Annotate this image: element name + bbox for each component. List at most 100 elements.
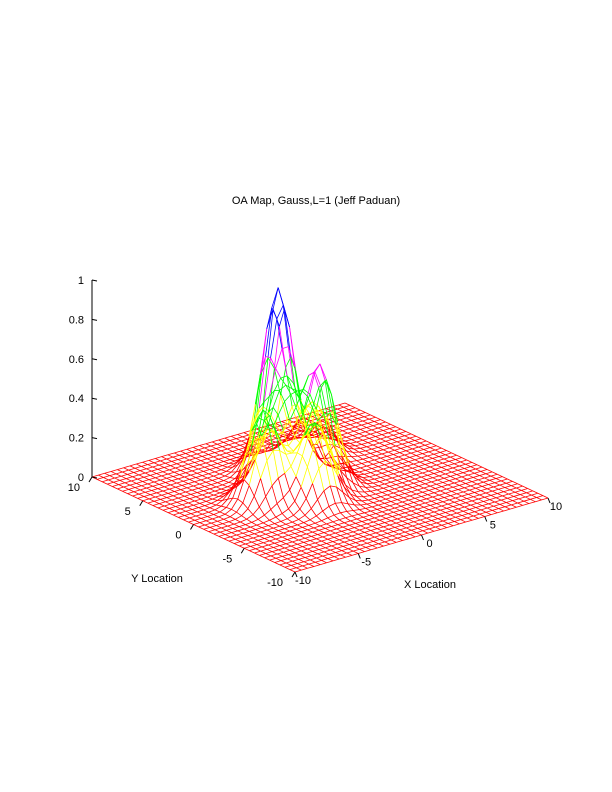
mesh-segment: [488, 482, 495, 485]
mesh-segment: [198, 524, 206, 528]
mesh-segment: [203, 509, 209, 513]
mesh-segment: [379, 462, 385, 466]
mesh-segment: [408, 441, 414, 446]
mesh-segment: [265, 533, 271, 537]
mesh-segment: [355, 424, 362, 428]
mesh-segment: [272, 450, 279, 479]
mesh-segment: [254, 550, 261, 554]
mesh-segment: [273, 527, 279, 531]
mesh-segment: [321, 538, 328, 542]
mesh-segment: [198, 505, 205, 508]
mesh-segment: [339, 470, 347, 478]
mesh-segment: [418, 464, 426, 467]
mesh-segment: [414, 515, 422, 518]
mesh-segment: [341, 548, 349, 551]
mesh-segment: [190, 455, 196, 459]
mesh-segment: [384, 445, 390, 449]
mesh-segment: [379, 519, 385, 523]
mesh-segment: [357, 435, 365, 439]
mesh-segment: [446, 506, 454, 509]
mesh-segment: [238, 479, 245, 482]
mesh-segment: [450, 495, 456, 499]
mesh-segment: [346, 436, 352, 440]
mesh-segment: [475, 487, 482, 491]
mesh-segment: [436, 464, 442, 468]
mesh-segment: [354, 467, 361, 470]
mesh-segment: [376, 430, 384, 433]
mesh-segment: [218, 475, 226, 479]
mesh-segment: [366, 446, 372, 450]
mesh-segment: [272, 390, 280, 408]
mesh-segment: [512, 481, 518, 485]
mesh-segment: [318, 380, 326, 388]
mesh-segment: [181, 485, 188, 489]
mesh-segment: [241, 535, 249, 538]
mesh-segment: [493, 505, 499, 509]
mesh-segment: [327, 537, 335, 540]
mesh-segment: [179, 512, 185, 516]
mesh-segment: [320, 523, 327, 527]
mesh-segment: [389, 466, 395, 470]
mesh-segment: [191, 451, 198, 455]
mesh-segment: [435, 507, 441, 511]
mesh-segment: [247, 535, 254, 539]
mesh-segment: [360, 542, 368, 546]
mesh-segment: [313, 564, 321, 567]
mesh-segment: [343, 406, 349, 410]
mesh-segment: [197, 511, 203, 515]
mesh-segment: [216, 525, 222, 529]
mesh-segment: [399, 490, 406, 494]
mesh-segment: [223, 516, 231, 520]
mesh-segment: [498, 506, 506, 509]
mesh-segment: [294, 436, 301, 444]
mesh-segment: [451, 471, 457, 475]
mesh-segment: [417, 449, 424, 452]
mesh-segment: [391, 458, 398, 462]
mesh-segment: [270, 430, 276, 433]
mesh-segment: [385, 477, 393, 481]
mesh-segment: [432, 475, 440, 479]
mesh-segment: [392, 495, 399, 498]
mesh-segment: [398, 454, 405, 458]
mesh-segment: [339, 517, 346, 521]
x-tick-label: 0: [426, 538, 432, 550]
mesh-segment: [261, 435, 268, 461]
mesh-segment: [285, 523, 292, 528]
mesh-segment: [355, 500, 361, 506]
mesh-segment: [435, 467, 442, 470]
mesh-segment: [213, 494, 219, 497]
mesh-segment: [369, 416, 376, 420]
mesh-segment: [344, 421, 351, 426]
mesh-segment: [516, 487, 522, 491]
mesh-segment: [314, 520, 322, 524]
mesh-segment: [527, 488, 533, 492]
mesh-segment: [430, 483, 437, 487]
mesh-segment: [416, 472, 423, 476]
mesh-segment: [390, 501, 397, 505]
mesh-segment: [179, 454, 185, 459]
mesh-segment: [173, 493, 180, 497]
mesh-segment: [180, 487, 188, 491]
mesh-segment: [315, 433, 322, 438]
mesh-segment: [480, 470, 487, 475]
mesh-segment: [444, 495, 451, 498]
mesh-segment: [352, 433, 360, 436]
y-tick-mark: [190, 524, 194, 530]
mesh-segment: [184, 457, 190, 461]
mesh-segment: [422, 509, 430, 512]
mesh-segment: [316, 536, 323, 540]
mesh-segment: [268, 523, 275, 527]
mesh-segment: [435, 505, 442, 509]
mesh-segment: [488, 484, 494, 488]
mesh-segment: [369, 493, 376, 497]
mesh-segment: [401, 443, 408, 447]
mesh-segment: [288, 534, 294, 539]
mesh-segment: [274, 562, 280, 566]
mesh-segment: [362, 439, 369, 443]
mesh-segment: [357, 454, 365, 457]
mesh-segment: [375, 453, 383, 457]
mesh-segment: [393, 434, 399, 438]
mesh-segment: [397, 497, 404, 501]
mesh-segment: [227, 463, 234, 468]
mesh-segment: [308, 563, 315, 567]
